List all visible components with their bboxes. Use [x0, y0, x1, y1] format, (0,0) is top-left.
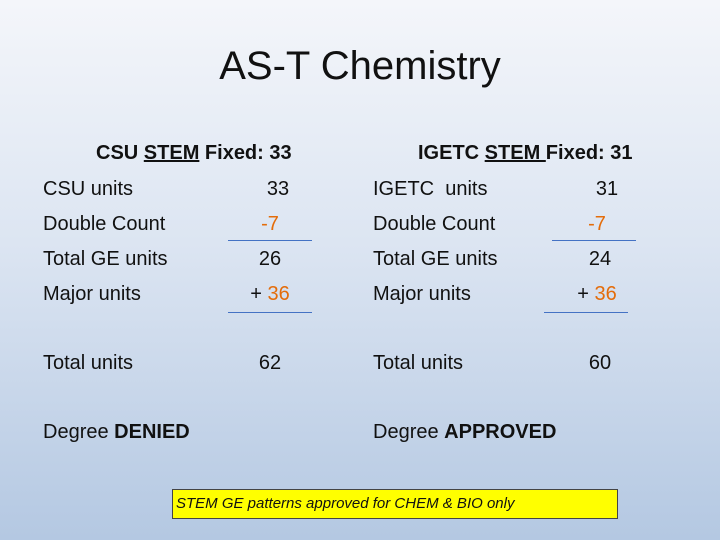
left-row-value-major-units: + 36: [228, 283, 312, 306]
left-column-heading: CSU STEM Fixed: 33: [96, 142, 292, 165]
left-row-label-total-ge: Total GE units: [43, 248, 168, 270]
left-rule-2: [228, 312, 312, 313]
right-degree-status: APPROVED: [444, 421, 557, 443]
right-rule-1: [552, 240, 636, 241]
right-column-heading: IGETC STEM Fixed: 31: [418, 142, 633, 165]
left-major-plus: +: [250, 283, 268, 305]
right-heading-prefix: IGETC: [418, 142, 485, 164]
left-total-label: Total units: [43, 352, 134, 374]
right-row-value-total-ge: 24: [588, 248, 612, 270]
right-total-label: Total units: [373, 352, 464, 374]
right-heading-suffix: Fixed: 31: [545, 142, 633, 164]
right-degree-prefix: Degree: [373, 421, 445, 443]
right-row-value-igetc-units: 31: [595, 178, 619, 200]
left-row-label-csu-units: CSU units: [43, 178, 134, 200]
right-row-label-double-count: Double Count: [373, 213, 496, 235]
right-row-label-total-ge: Total GE units: [373, 248, 498, 270]
left-total-value: 62: [258, 352, 282, 374]
left-heading-prefix: CSU: [96, 142, 144, 164]
left-row-value-total-ge: 26: [258, 248, 282, 270]
right-degree: Degree APPROVED: [373, 421, 556, 444]
left-row-label-double-count: Double Count: [43, 213, 166, 235]
right-heading-stem: STEM: [484, 142, 546, 164]
left-degree-prefix: Degree: [43, 421, 115, 443]
right-major-number: 36: [594, 283, 617, 305]
slide-title: AS-T Chemistry: [219, 44, 501, 88]
left-row-value-double-count: -7: [261, 213, 279, 235]
right-major-plus: +: [577, 283, 595, 305]
right-row-value-double-count: -7: [588, 213, 606, 235]
left-rule-1: [228, 240, 312, 241]
note-box: STEM GE patterns approved for CHEM & BIO…: [172, 489, 618, 519]
left-row-label-major-units: Major units: [43, 283, 141, 305]
right-row-value-major-units: + 36: [555, 283, 639, 306]
right-row-label-igetc-units: IGETC units: [373, 178, 488, 200]
left-degree: Degree DENIED: [43, 421, 190, 444]
left-degree-status: DENIED: [114, 421, 190, 443]
right-row-label-major-units: Major units: [373, 283, 471, 305]
left-heading-stem: STEM: [143, 142, 200, 164]
right-rule-2: [544, 312, 628, 313]
right-total-value: 60: [588, 352, 612, 374]
left-heading-suffix: Fixed: 33: [199, 142, 292, 164]
left-major-number: 36: [267, 283, 290, 305]
left-row-value-csu-units: 33: [266, 178, 290, 200]
